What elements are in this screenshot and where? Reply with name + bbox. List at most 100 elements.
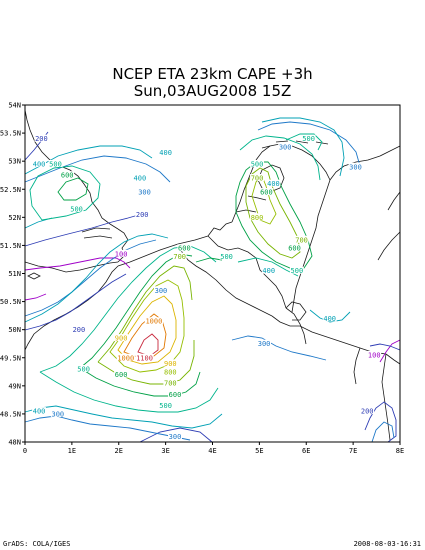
contour-100	[379, 339, 401, 363]
contour-500	[285, 133, 323, 151]
contour-200	[24, 213, 143, 247]
contour-label-background	[250, 159, 264, 167]
contour-label-background	[301, 134, 316, 142]
contour-label-background	[168, 432, 182, 440]
contour-200	[364, 401, 397, 443]
contour-label-background	[367, 350, 382, 358]
contour-label-background	[259, 188, 274, 196]
contour-300	[24, 415, 191, 441]
contour-label-background	[250, 213, 264, 221]
y-tick-label: 51N	[8, 270, 21, 278]
contour-300	[24, 155, 171, 183]
contour-label: 600	[260, 189, 273, 197]
x-tick-label: 6E	[302, 447, 310, 455]
y-tick-label: 53.5N	[0, 130, 21, 138]
contour-label-background	[172, 252, 187, 260]
contour-label: 200	[73, 326, 86, 334]
contour-label: 400	[323, 315, 336, 323]
contour-label: 500	[220, 253, 233, 261]
contour-400	[261, 117, 345, 177]
contour-label-background	[132, 174, 147, 182]
contour-label: 800	[164, 368, 177, 376]
contour-label: 300	[51, 410, 64, 418]
contour-label: 900	[164, 360, 177, 368]
contour-600	[57, 177, 89, 201]
contour-label-background	[144, 317, 164, 325]
contour-label-background	[163, 379, 178, 387]
coastlines-and-borders	[24, 109, 401, 441]
contour-label-background	[360, 407, 375, 415]
contour-label: 1000	[117, 354, 134, 362]
contour-900	[117, 295, 177, 365]
contour-label: 300	[169, 433, 182, 441]
contour-label: 700	[251, 175, 264, 183]
contour-label: 300	[155, 287, 168, 295]
contour-label: 300	[258, 340, 271, 348]
contour-label-background	[163, 367, 178, 375]
cape-contours	[24, 117, 401, 443]
contour-label-background	[177, 244, 192, 252]
contour-label-background	[60, 171, 75, 179]
contour-label-background	[322, 314, 337, 322]
contour-label: 500	[159, 402, 172, 410]
y-tick-label: 51.5N	[0, 242, 21, 250]
y-tick-label: 50N	[8, 326, 21, 334]
contour-600	[195, 257, 223, 263]
contour-label-background	[69, 204, 84, 212]
y-tick-label: 48.5N	[0, 410, 21, 418]
contour-300	[371, 421, 395, 443]
contour-label: 300	[349, 163, 362, 171]
contour-label-background	[114, 334, 129, 342]
contour-label-background	[294, 235, 309, 243]
contour-label: 500	[49, 160, 62, 168]
contour-label-background	[34, 134, 49, 142]
y-tick-label: 48N	[8, 439, 21, 447]
contour-label-background	[266, 179, 281, 187]
x-tick-label: 4E	[208, 447, 216, 455]
contour-label-background	[278, 143, 293, 151]
contour-label: 100	[368, 351, 381, 359]
contour-500	[239, 135, 321, 181]
contour-label: 600	[288, 245, 301, 253]
x-tick-label: 2E	[115, 447, 123, 455]
contour-label: 600	[61, 172, 74, 180]
contour-label: 200	[361, 408, 374, 416]
contour-label-background	[114, 249, 129, 257]
contour-200	[24, 273, 127, 331]
map-valid-time: Sun,03AUG2008 15Z	[133, 82, 292, 100]
contour-300	[257, 121, 361, 167]
contour-label-background	[32, 159, 47, 167]
contour-label: 400	[134, 175, 147, 183]
contour-label: 400	[33, 160, 46, 168]
software-credit: GrADS: COLA/IGES	[3, 540, 71, 548]
y-axis: 54N 53.5N 53N 52.5N 52N 51.5N 51N 50.5N 50N 49.5N…	[0, 102, 25, 447]
y-tick-label: 53N	[8, 158, 21, 166]
contour-800	[109, 279, 185, 373]
contour-label-background	[250, 174, 264, 182]
contour-label: 700	[295, 236, 308, 244]
x-tick-label: 0	[23, 447, 27, 455]
contour-label-background	[32, 407, 47, 415]
contour-label: 500	[302, 135, 315, 143]
contour-label-background	[153, 286, 168, 294]
contour-200	[369, 343, 401, 351]
contour-label: 400	[262, 267, 275, 275]
contour-label-background	[348, 162, 363, 170]
contour-label-background	[116, 353, 135, 361]
contour-label-background	[76, 364, 91, 372]
contour-label: 1000	[145, 318, 162, 326]
contour-label-background	[287, 244, 302, 252]
map-title: NCEP ETA 23km CAPE +3h	[112, 65, 313, 83]
contour-label: 900	[115, 335, 128, 343]
contour-label: 600	[115, 371, 128, 379]
contour-400	[24, 233, 169, 323]
contour-label: 500	[251, 160, 264, 168]
contour-label-background	[48, 159, 63, 167]
y-tick-label: 49.5N	[0, 354, 21, 362]
contour-label-background	[114, 370, 129, 378]
contour-label-background	[163, 359, 178, 367]
contour-label-background	[135, 353, 154, 361]
contour-label-background	[289, 266, 304, 274]
contour-300	[24, 239, 157, 317]
